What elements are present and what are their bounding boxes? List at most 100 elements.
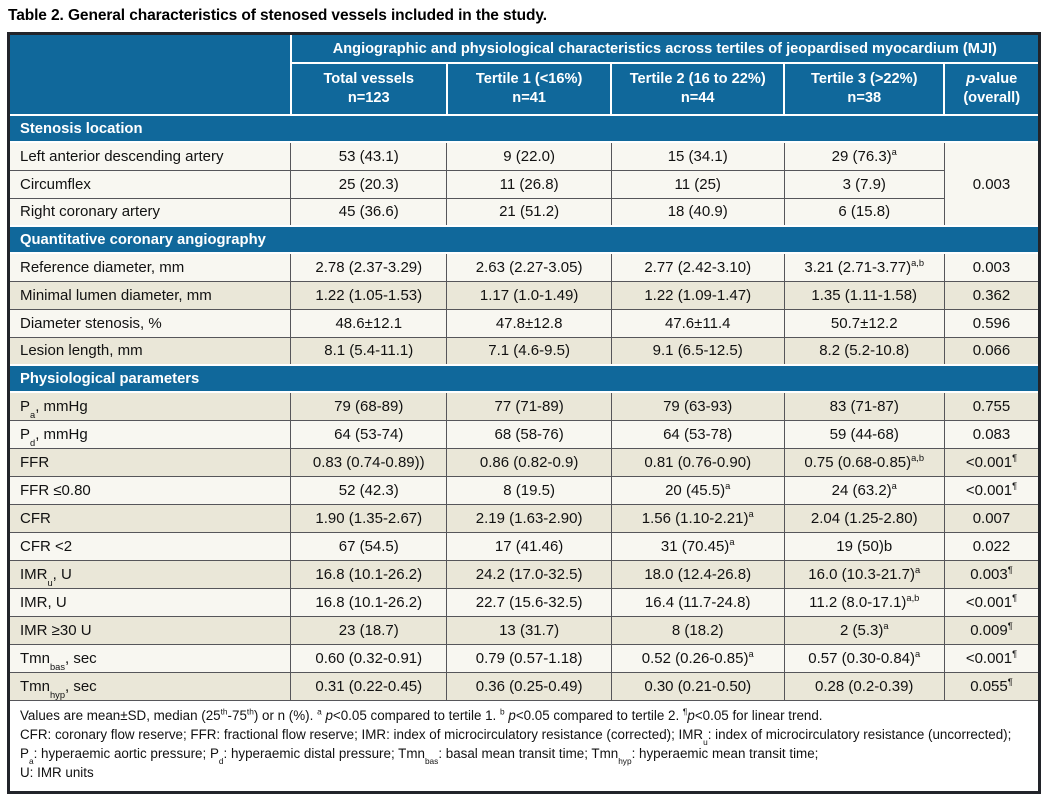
value-cell: 16.0 (10.3-21.7)a (783, 559, 945, 589)
value-cell: 18 (40.9) (610, 197, 785, 227)
col-header-pvalue: p-value (overall) (943, 63, 1038, 116)
value-cell: 2.19 (1.63-2.90) (446, 503, 612, 533)
section-header-row: Quantitative coronary angiography (10, 225, 1038, 254)
value-cell: 0.79 (0.57-1.18) (446, 643, 612, 673)
value-cell: 0.007 (943, 503, 1038, 533)
table-footer: Values are mean±SD, median (25th-75th) o… (10, 699, 1038, 791)
value-cell: 2.63 (2.27-3.05) (446, 252, 612, 282)
corner-cell (10, 35, 291, 115)
col-header-tertile-2: Tertile 2 (16 to 22%) n=44 (610, 63, 785, 116)
col-header-line2: n=123 (347, 90, 390, 106)
value-cell: 8.1 (5.4-11.1) (290, 336, 448, 366)
value-cell: 0.066 (943, 336, 1038, 366)
row-label: Pd, mmHg (10, 419, 292, 449)
value-cell: 0.36 (0.25-0.49) (446, 671, 612, 701)
col-header-line1: Tertile 2 (16 to 22%) (629, 70, 766, 87)
col-header-total-vessels: Total vessels n=123 (289, 63, 447, 116)
col-header-line2: n=38 (847, 90, 882, 106)
value-cell: 7.1 (4.6-9.5) (446, 336, 612, 366)
value-cell: 0.003¶ (943, 559, 1038, 589)
value-cell: 0.86 (0.82-0.9) (446, 447, 612, 477)
value-cell: 77 (71-89) (446, 391, 612, 421)
section-header: Physiological parameters (10, 364, 1038, 393)
value-cell: 2.04 (1.25-2.80) (783, 503, 945, 533)
row-label: Minimal lumen diameter, mm (10, 280, 292, 310)
characteristics-table: Angiographic and physiological character… (10, 35, 1038, 791)
value-cell: 1.22 (1.09-1.47) (610, 280, 785, 310)
table-row: Circumflex 25 (20.3) 11 (26.8) 11 (25) 3 (7.… (10, 169, 1038, 199)
value-cell: 2 (5.3)a (783, 615, 945, 645)
footnote: Values are mean±SD, median (25th-75th) o… (10, 699, 1038, 791)
row-label: IMR ≥30 U (10, 615, 292, 645)
value-cell: 25 (20.3) (290, 169, 448, 199)
value-cell: 1.35 (1.11-1.58) (783, 280, 945, 310)
col-header-line1: Total vessels (323, 70, 415, 87)
col-header-line2: n=41 (512, 90, 546, 106)
row-label: IMRu, U (10, 559, 292, 589)
value-cell: 0.009¶ (943, 615, 1038, 645)
row-label: Lesion length, mm (10, 336, 292, 366)
table-row: Diameter stenosis, % 48.6±12.1 47.8±12.8 47… (10, 308, 1038, 338)
row-label: CFR <2 (10, 531, 292, 561)
value-cell: 2.78 (2.37-3.29) (290, 252, 448, 282)
section-header-row: Physiological parameters (10, 364, 1038, 393)
row-label: CFR (10, 503, 292, 533)
table-body: Stenosis location Left anterior descendin… (10, 114, 1038, 701)
table-title: Table 2. General characteristics of sten… (8, 7, 547, 24)
table-row: Reference diameter, mm 2.78 (2.37-3.29) 2.… (10, 252, 1038, 282)
value-cell: 0.57 (0.30-0.84)a (783, 643, 945, 673)
value-cell: 11.2 (8.0-17.1)a,b (783, 587, 945, 617)
table-row: IMRu, U 16.8 (10.1-26.2) 24.2 (17.0-32.5) 1… (10, 559, 1038, 589)
value-cell: 0.362 (943, 280, 1038, 310)
col-header-line1: Tertile 3 (>22%) (811, 70, 918, 87)
value-cell: 11 (26.8) (446, 169, 612, 199)
row-label: FFR ≤0.80 (10, 475, 292, 505)
value-cell: 68 (58-76) (446, 419, 612, 449)
value-cell: 1.56 (1.10-2.21)a (610, 503, 785, 533)
value-cell: 47.6±11.4 (610, 308, 785, 338)
row-label: IMR, U (10, 587, 292, 617)
value-cell: 0.003 (943, 252, 1038, 282)
value-cell: 21 (51.2) (446, 197, 612, 227)
value-cell: 0.75 (0.68-0.85)a,b (783, 447, 945, 477)
span-header: Angiographic and physiological character… (289, 35, 1038, 64)
col-header-line1: p-value (966, 70, 1018, 87)
value-cell: 11 (25) (610, 169, 785, 199)
value-cell: 0.083 (943, 419, 1038, 449)
value-cell: 0.81 (0.76-0.90) (610, 447, 785, 477)
value-cell: 79 (63-93) (610, 391, 785, 421)
row-label: Reference diameter, mm (10, 252, 292, 282)
pvalue-merged-cell: 0.003 (943, 141, 1038, 227)
value-cell: 1.90 (1.35-2.67) (290, 503, 448, 533)
value-cell: 48.6±12.1 (290, 308, 448, 338)
value-cell: 31 (70.45)a (610, 531, 785, 561)
col-header-tertile-1: Tertile 1 (<16%) n=41 (445, 63, 612, 116)
value-cell: 67 (54.5) (290, 531, 448, 561)
column-header-row: Total vessels n=123 Tertile 1 (<16%) n=4… (10, 63, 1038, 116)
value-cell: 1.22 (1.05-1.53) (290, 280, 448, 310)
value-cell: 50.7±12.2 (783, 308, 945, 338)
row-label: Diameter stenosis, % (10, 308, 292, 338)
col-header-line1: Tertile 1 (<16%) (475, 70, 583, 87)
value-cell: 52 (42.3) (290, 475, 448, 505)
table-row: CFR <2 67 (54.5) 17 (41.46) 31 (70.45)a 19 (… (10, 531, 1038, 561)
value-cell: 47.8±12.8 (446, 308, 612, 338)
value-cell: <0.001¶ (943, 643, 1038, 673)
value-cell: 0.596 (943, 308, 1038, 338)
value-cell: 0.52 (0.26-0.85)a (610, 643, 785, 673)
row-label: Tmnhyp, sec (10, 671, 292, 701)
value-cell: 2.77 (2.42-3.10) (610, 252, 785, 282)
value-cell: 45 (36.6) (290, 197, 448, 227)
value-cell: 23 (18.7) (290, 615, 448, 645)
value-cell: 0.28 (0.2-0.39) (783, 671, 945, 701)
table-row: FFR ≤0.80 52 (42.3) 8 (19.5) 20 (45.5)a 24 (… (10, 475, 1038, 505)
value-cell: 9.1 (6.5-12.5) (610, 336, 785, 366)
table-row: Left anterior descending artery 53 (43.1)… (10, 141, 1038, 227)
value-cell: 8.2 (5.2-10.8) (783, 336, 945, 366)
value-cell: 59 (44-68) (783, 419, 945, 449)
table-row: CFR 1.90 (1.35-2.67) 2.19 (1.63-2.90) 1.56 … (10, 503, 1038, 533)
table-row: Minimal lumen diameter, mm 1.22 (1.05-1.5… (10, 280, 1038, 310)
value-cell: 0.022 (943, 531, 1038, 561)
value-cell: 20 (45.5)a (610, 475, 785, 505)
